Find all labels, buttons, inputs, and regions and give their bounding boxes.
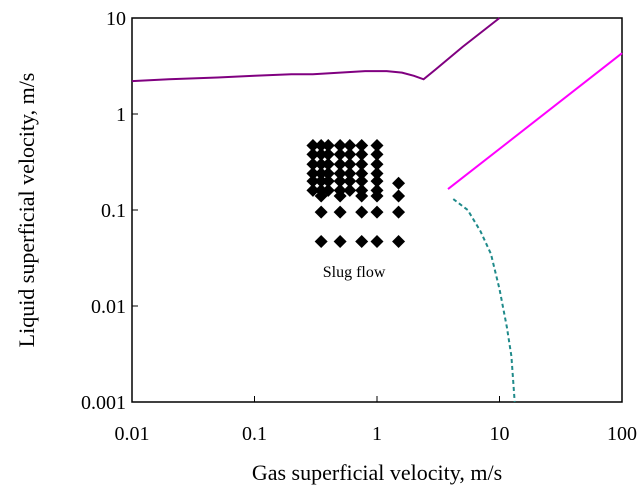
data-point (321, 157, 335, 171)
data-point (321, 166, 335, 180)
boundary-line-1 (447, 52, 623, 190)
data-point (355, 234, 369, 248)
y-tick-label-2: 0.1 (101, 200, 126, 222)
y-axis-title: Liquid superficial velocity, m/s (14, 73, 39, 348)
data-point (314, 205, 328, 219)
data-point (333, 157, 347, 171)
data-point (370, 174, 384, 188)
data-point (314, 189, 328, 203)
data-point (321, 147, 335, 161)
data-point (333, 166, 347, 180)
data-point (314, 147, 328, 161)
y-tick-label-1: 0.01 (91, 296, 126, 318)
data-point (306, 166, 320, 180)
data-point (333, 147, 347, 161)
data-point (306, 138, 320, 152)
data-point (392, 234, 406, 248)
x-tick-label-2: 1 (372, 423, 382, 445)
boundary-lines (131, 17, 623, 403)
y-axis-ticks: 0.001 0.01 0.1 1 10 (81, 8, 138, 414)
data-point (355, 205, 369, 219)
x-tick-label-1: 0.1 (242, 423, 267, 445)
data-point (370, 205, 384, 219)
x-tick-label-3: 10 (490, 423, 510, 445)
data-point (355, 174, 369, 188)
data-point (355, 147, 369, 161)
data-points (306, 138, 406, 248)
data-point (355, 157, 369, 171)
data-point (314, 157, 328, 171)
data-point (355, 189, 369, 203)
data-point (333, 205, 347, 219)
data-point (314, 138, 328, 152)
data-point (343, 157, 357, 171)
y-tick-label-0: 0.001 (81, 392, 126, 414)
data-point (343, 166, 357, 180)
data-point (333, 189, 347, 203)
data-point (343, 174, 357, 188)
data-point (355, 138, 369, 152)
data-point (306, 157, 320, 171)
boundary-line-2 (452, 198, 516, 403)
data-point (343, 138, 357, 152)
data-point (306, 147, 320, 161)
data-point (333, 138, 347, 152)
data-point (321, 174, 335, 188)
data-point (343, 183, 357, 197)
data-point (314, 166, 328, 180)
data-point (370, 138, 384, 152)
data-point (370, 157, 384, 171)
data-point (370, 234, 384, 248)
x-axis-ticks: 0.01 0.1 1 10 100 (115, 396, 637, 445)
y-tick-label-3: 1 (116, 104, 126, 126)
data-point (314, 174, 328, 188)
data-point (392, 176, 406, 190)
data-point (370, 189, 384, 203)
data-point (333, 234, 347, 248)
x-tick-label-4: 100 (607, 423, 637, 445)
x-axis-title: Gas superficial velocity, m/s (252, 460, 502, 485)
data-point (392, 205, 406, 219)
x-tick-label-0: 0.01 (115, 423, 150, 445)
data-point (392, 189, 406, 203)
data-point (370, 166, 384, 180)
y-tick-label-4: 10 (106, 8, 126, 30)
data-point (333, 174, 347, 188)
data-point (306, 174, 320, 188)
data-point (321, 138, 335, 152)
data-point (314, 234, 328, 248)
data-point (343, 147, 357, 161)
annotation-slug-flow: Slug flow (323, 264, 386, 281)
boundary-line-0 (131, 17, 501, 83)
data-point (306, 183, 320, 197)
data-point (370, 147, 384, 161)
data-point (355, 166, 369, 180)
